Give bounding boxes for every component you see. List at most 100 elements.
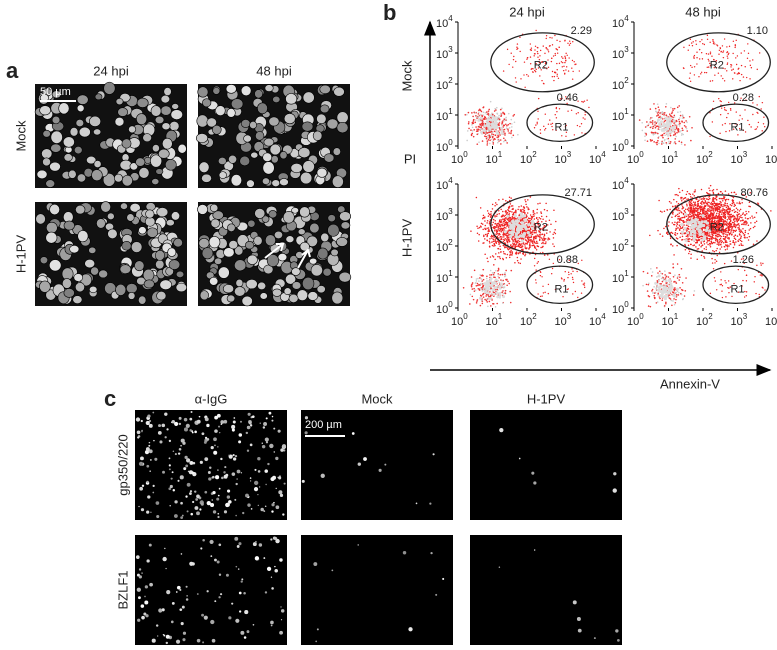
nucleus [51,131,63,144]
event-dot [493,134,495,136]
event-dot [497,113,499,115]
nucleus [79,127,90,137]
event-dot [726,207,728,209]
event-dot [676,209,678,211]
x-tick-label: 103 [731,312,748,328]
nucleus [311,264,323,276]
event-dot [496,231,498,233]
event-dot [639,119,641,121]
nucleus [122,139,131,148]
nucleus [280,178,289,185]
tick-exponent: 1 [448,107,453,116]
event-dot [743,212,745,214]
event-dot [480,114,482,116]
event-dot [532,241,534,243]
event-dot [501,108,503,110]
tick-exponent: 2 [624,76,629,85]
event-dot [661,211,663,213]
event-dot [698,248,700,250]
event-dot [530,196,532,198]
event-dot [492,141,494,143]
event-dot [737,209,739,211]
nucleus [226,84,236,93]
event-dot [749,206,751,208]
event-dot [503,120,505,122]
event-dot [549,220,551,222]
nucleus [308,292,318,301]
event-dot [537,262,538,263]
event-dot [511,254,513,256]
tick-exponent: 3 [567,312,572,321]
event-dot [493,239,495,241]
event-dot [700,246,702,248]
event-dot [730,66,731,67]
event-dot [697,202,699,204]
nucleus [219,172,227,179]
event-dot [567,55,568,56]
event-dot [664,128,667,131]
nucleus [85,259,95,268]
event-dot [710,80,711,81]
event-dot [474,270,476,272]
event-dot [524,210,526,212]
event-dot [721,75,722,76]
event-dot [581,292,582,293]
event-dot [712,203,714,205]
event-dot [524,199,526,201]
event-dot [468,112,470,114]
event-dot [662,112,664,114]
event-dot [471,284,473,286]
event-dot [504,274,506,276]
event-dot [733,205,735,207]
event-dot [650,127,652,129]
event-dot [504,284,506,286]
event-dot [528,238,530,240]
event-dot [487,129,489,131]
event-dot [720,209,722,211]
event-dot [524,212,526,214]
event-dot [740,240,742,242]
event-dot [708,199,710,201]
event-dot [537,111,538,112]
nucleus [269,117,279,126]
event-dot [651,122,653,124]
nucleus [37,170,47,179]
event-dot [493,227,495,229]
nucleus [231,174,242,186]
nucleus [74,146,82,154]
event-dot [709,240,711,242]
event-dot [741,217,743,219]
event-dot [490,305,492,307]
event-dot [500,258,502,260]
event-dot [739,115,740,116]
event-dot [479,227,481,229]
event-dot [712,200,714,202]
event-dot [483,129,486,132]
nucleus [46,222,57,233]
event-dot [681,133,683,135]
event-dot [476,225,478,227]
event-dot [675,136,677,138]
event-dot [747,43,748,44]
event-dot [699,244,701,246]
event-dot [676,245,678,247]
event-dot [536,209,538,211]
event-dot [562,62,563,63]
event-dot [516,47,517,48]
event-dot [747,218,749,220]
event-dot [741,224,743,226]
event-dot [669,118,672,121]
nucleus [303,161,315,173]
event-dot [525,253,527,255]
event-dot [735,239,737,241]
event-dot [726,117,727,118]
event-dot [527,207,529,209]
event-dot [540,50,541,51]
event-dot [739,216,741,218]
nucleus [227,295,235,302]
event-dot [518,253,520,255]
tick-base: 10 [731,316,743,328]
event-dot [515,212,517,214]
event-dot [544,254,546,256]
event-dot [737,55,738,56]
